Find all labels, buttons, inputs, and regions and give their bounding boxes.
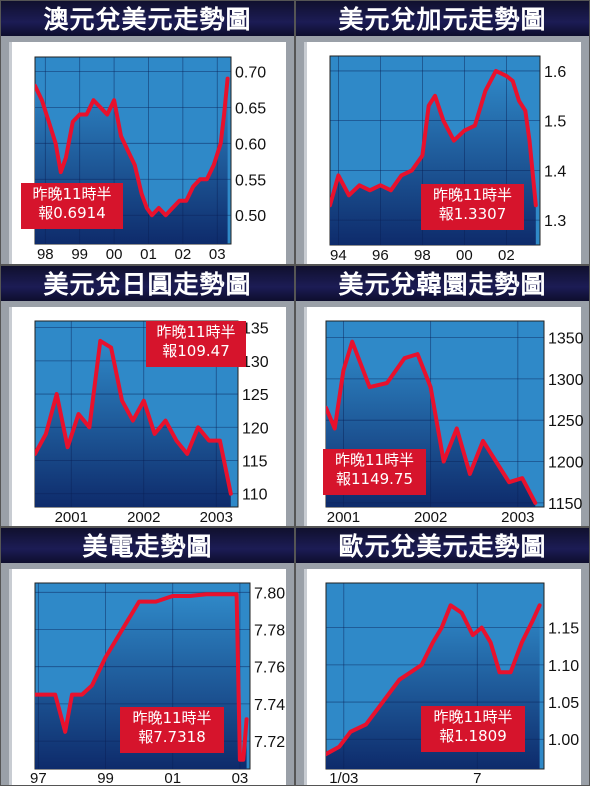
y-tick-label: 1.05 — [548, 695, 579, 712]
quote-box: 昨晚11時半 報109.47 — [146, 321, 246, 367]
y-tick-label: 130 — [242, 354, 269, 371]
quote-box: 昨晚11時半 報1149.75 — [323, 449, 426, 495]
x-tick-label: 2003 — [501, 509, 534, 526]
y-tick-label: 125 — [242, 387, 269, 404]
chart-panel-eur: 歐元兌美元走勢圖 1.15 1.10 1.05 1.00 1/03 7 昨晚11時半 報1… — [295, 527, 590, 787]
series-line — [330, 68, 538, 208]
x-tick-label: 02 — [498, 247, 515, 264]
x-tick-label: 98 — [414, 247, 431, 264]
y-tick-label: 0.60 — [235, 136, 266, 153]
y-tick-label: 7.78 — [254, 623, 285, 640]
chart-title: 澳元兌美元走勢圖 — [1, 1, 294, 39]
x-tick-label: 01 — [140, 246, 157, 263]
quote-value: 報1.3307 — [438, 205, 507, 223]
y-tick-label: 1.5 — [544, 114, 566, 131]
chart-panel-aud: 澳元兌美元走勢圖 0.70 0.65 0.60 0.55 0.50 98 99 00 01 02 0… — [0, 0, 295, 265]
chart-panel-krw: 美元兌韓圜走勢圖 1350 1300 1250 1200 1150 2001 2002 200… — [295, 265, 590, 527]
x-tick-label: 99 — [97, 770, 114, 787]
chart-svg: 1.15 1.10 1.05 1.00 1/03 7 — [325, 582, 579, 787]
chart-title: 美元兌韓圜走勢圖 — [296, 266, 589, 304]
quote-box: 昨晚11時半 報1.3307 — [421, 184, 524, 230]
x-tick-label: 7 — [473, 770, 481, 787]
y-tick-label: 1.10 — [548, 658, 579, 675]
quote-prefix: 昨晚11時半 — [32, 185, 112, 203]
y-tick-label: 7.76 — [254, 660, 285, 677]
quote-prefix: 昨晚11時半 — [132, 709, 212, 727]
series-line — [326, 339, 538, 505]
quote-prefix: 昨晚11時半 — [433, 708, 513, 726]
y-tick-label: 0.55 — [235, 172, 266, 189]
x-tick-label: 03 — [209, 246, 226, 263]
x-tick-label: 97 — [30, 770, 47, 787]
quote-value: 報109.47 — [162, 342, 230, 360]
quote-box: 昨晚11時半 報0.6914 — [21, 183, 123, 229]
x-tick-label: 2001 — [327, 509, 360, 526]
x-tick-label: 03 — [232, 770, 249, 787]
x-tick-label: 00 — [106, 246, 123, 263]
y-tick-label: 1.00 — [548, 732, 579, 749]
chart-panel-hkd: 美電走勢圖 7.80 7.78 7.76 7.74 7.72 97 99 01 03 昨晚11時… — [0, 527, 295, 787]
series-line — [35, 76, 230, 218]
y-tick-label: 0.50 — [235, 208, 266, 225]
chart-svg: 7.80 7.78 7.76 7.74 7.72 97 99 01 03 — [30, 582, 285, 787]
x-tick-label: 1/03 — [329, 770, 358, 787]
y-tick-label: 7.72 — [254, 734, 285, 751]
x-tick-label: 96 — [372, 247, 389, 264]
chart-svg: 0.70 0.65 0.60 0.55 0.50 98 99 00 01 02 03 — [34, 56, 266, 263]
y-tick-label: 1250 — [548, 413, 583, 430]
y-tick-label: 1150 — [548, 496, 583, 513]
y-tick-label: 110 — [242, 487, 268, 504]
chart-panel-cad: 美元兌加元走勢圖 1.6 1.5 1.4 1.3 94 96 98 00 02 昨晚11時半 報… — [295, 0, 590, 265]
y-tick-label: 1350 — [548, 331, 583, 348]
quote-value: 報1149.75 — [335, 470, 414, 488]
x-tick-label: 2002 — [414, 509, 447, 526]
quote-prefix: 昨晚11時半 — [432, 186, 513, 204]
y-tick-label: 1.4 — [544, 163, 566, 180]
quote-prefix: 昨晚11時半 — [334, 451, 415, 469]
x-tick-label: 00 — [456, 247, 473, 264]
series-line — [35, 338, 233, 496]
x-tick-label: 2001 — [55, 509, 88, 526]
quote-box: 昨晚11時半 報1.1809 — [421, 706, 525, 752]
series-line — [35, 592, 249, 762]
y-tick-label: 1.15 — [548, 621, 579, 638]
quote-value: 報1.1809 — [439, 727, 507, 745]
y-tick-label: 135 — [242, 321, 269, 338]
y-tick-label: 7.80 — [254, 585, 285, 602]
chart-title: 歐元兌美元走勢圖 — [296, 528, 589, 566]
series-line — [326, 603, 542, 757]
y-tick-label: 115 — [242, 454, 268, 471]
x-tick-label: 2003 — [200, 509, 233, 526]
y-tick-label: 1.6 — [544, 64, 566, 81]
quote-prefix: 昨晚11時半 — [156, 323, 236, 341]
area-fill — [35, 340, 231, 507]
quote-value: 報0.6914 — [38, 204, 106, 222]
x-tick-label: 94 — [330, 247, 347, 264]
y-tick-label: 1200 — [548, 455, 583, 472]
x-tick-label: 99 — [71, 246, 88, 263]
y-tick-label: 7.74 — [254, 697, 285, 714]
quote-box: 昨晚11時半 報7.7318 — [120, 707, 224, 753]
chart-panel-jpy: 美元兌日圓走勢圖 135 130 125 120 115 110 2001 2002 2003 … — [0, 265, 295, 527]
x-tick-label: 2002 — [127, 509, 160, 526]
x-tick-label: 98 — [37, 246, 54, 263]
chart-title: 美元兌加元走勢圖 — [296, 1, 589, 39]
y-tick-label: 120 — [242, 420, 269, 437]
quote-value: 報7.7318 — [138, 728, 206, 746]
chart-title: 美元兌日圓走勢圖 — [1, 266, 294, 304]
x-tick-label: 02 — [175, 246, 192, 263]
x-tick-label: 01 — [164, 770, 181, 787]
y-tick-label: 0.70 — [235, 64, 266, 81]
chart-svg: 1.6 1.5 1.4 1.3 94 96 98 00 02 — [329, 55, 566, 264]
y-tick-label: 0.65 — [235, 100, 266, 117]
y-tick-label: 1300 — [548, 372, 583, 389]
chart-title: 美電走勢圖 — [1, 528, 294, 566]
y-tick-label: 1.3 — [544, 213, 566, 230]
